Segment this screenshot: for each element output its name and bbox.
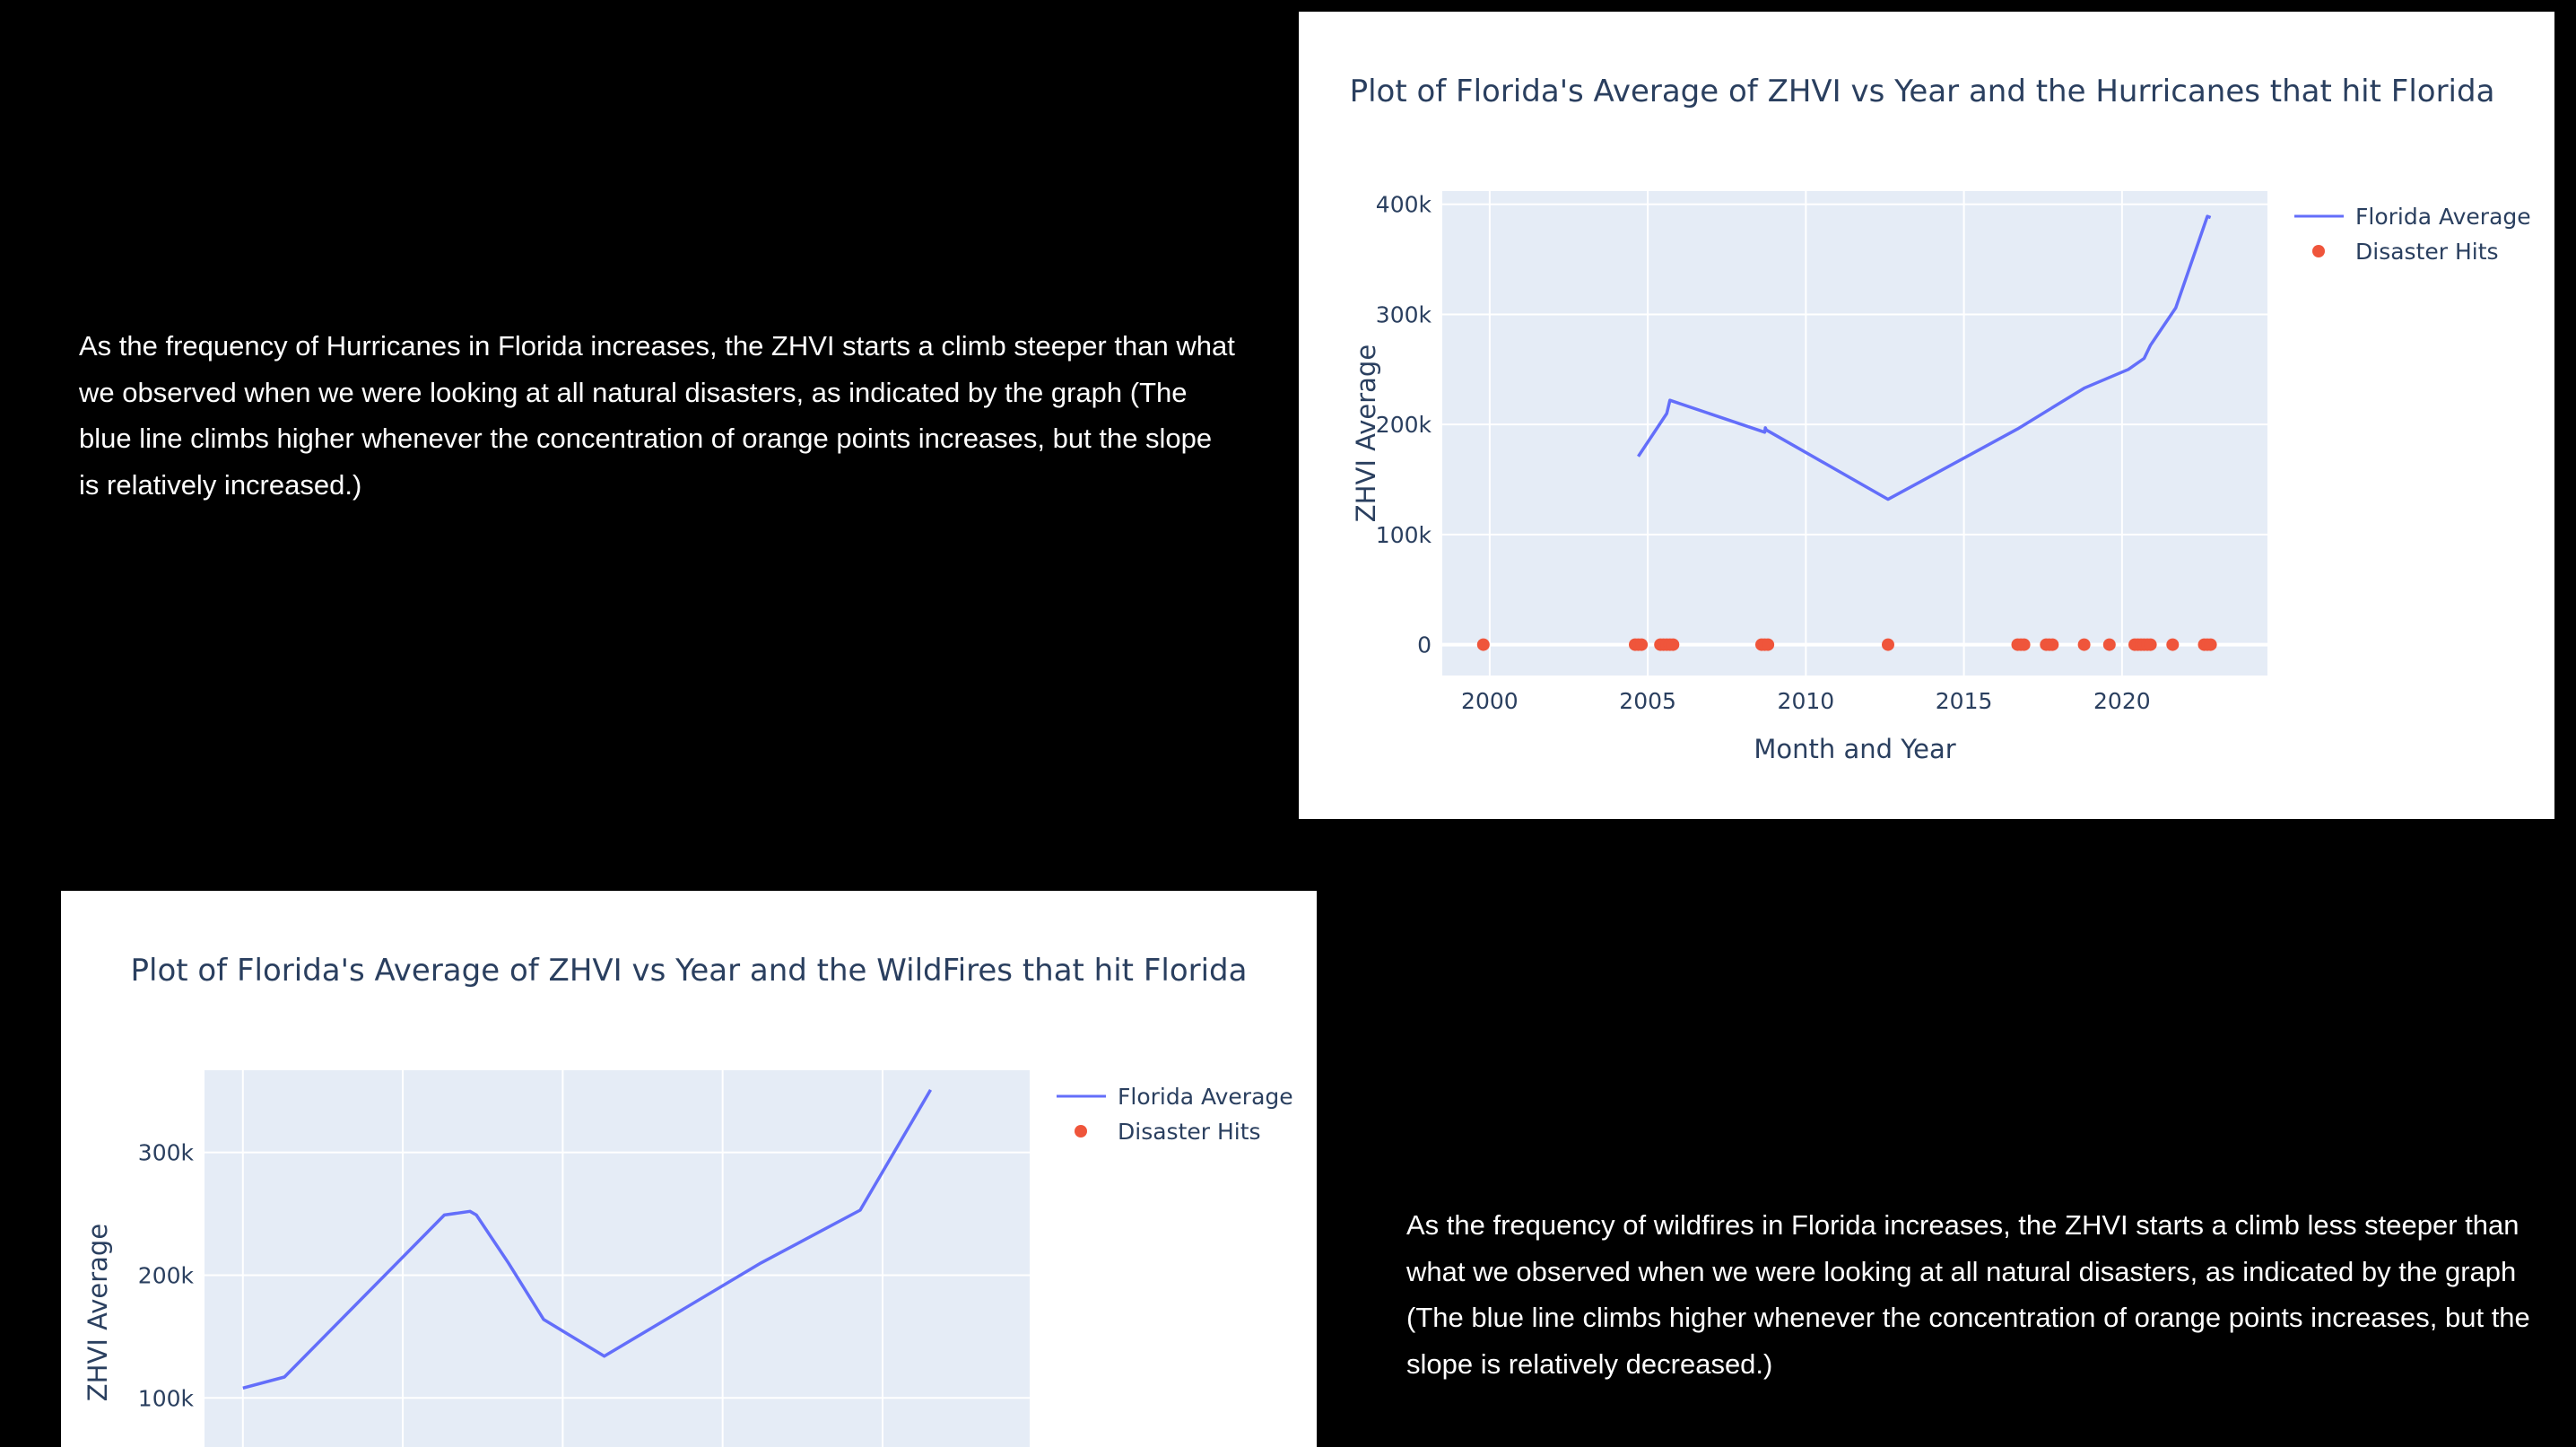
x-tick-label: 2010: [1778, 688, 1835, 714]
plot-area: [205, 1070, 1030, 1447]
legend-dot-swatch: [2312, 245, 2325, 257]
disaster-hit-point[interactable]: [1476, 638, 1490, 651]
legend-disaster-hits[interactable]: Disaster Hits: [1118, 1119, 1261, 1145]
disaster-hit-point[interactable]: [2144, 638, 2157, 651]
disaster-hit-point[interactable]: [2204, 638, 2217, 651]
x-tick-label: 2000: [1461, 688, 1519, 714]
y-tick-label: 200k: [138, 1262, 195, 1288]
wildfire-caption: As the frequency of wildfires in Florida…: [1406, 1209, 2530, 1380]
disaster-hit-point[interactable]: [1882, 638, 1894, 651]
x-tick-labels: 2000 2005 2010 2015 2020: [1461, 688, 2151, 714]
wildfire-chart: Plot of Florida's Average of ZHVI vs Yea…: [83, 953, 1293, 1447]
y-tick-label: 200k: [1376, 412, 1432, 438]
legend-florida-average[interactable]: Florida Average: [1118, 1084, 1293, 1110]
legend-dot-swatch: [1075, 1125, 1087, 1138]
florida-average-series: [242, 1089, 933, 1390]
x-tick-label: 2020: [2093, 688, 2151, 714]
hurricane-chart: Plot of Florida's Average of ZHVI vs Yea…: [1350, 74, 2531, 764]
x-gridlines: [1488, 191, 2123, 676]
legend[interactable]: Florida Average Disaster Hits: [1057, 1084, 1293, 1145]
florida-average-line[interactable]: [242, 1089, 933, 1390]
disaster-hit-point[interactable]: [1635, 638, 1649, 651]
legend[interactable]: Florida Average Disaster Hits: [2294, 204, 2531, 265]
x-tick-label: 2015: [1936, 688, 1993, 714]
disaster-hit-point[interactable]: [1667, 638, 1680, 651]
y-tick-label: 0: [1417, 632, 1432, 658]
chart-title: Plot of Florida's Average of ZHVI vs Yea…: [131, 953, 1248, 989]
y-tick-labels: 0 100k 200k 300k 400k: [1376, 192, 1432, 658]
disaster-hits-series: [1476, 638, 2217, 651]
florida-average-line[interactable]: [1637, 214, 2212, 501]
y-tick-label: 300k: [1376, 301, 1432, 327]
legend-florida-average[interactable]: Florida Average: [2355, 204, 2531, 230]
plot-area: [1442, 191, 2267, 676]
disaster-hit-point[interactable]: [2166, 638, 2180, 651]
disaster-hit-point[interactable]: [2102, 638, 2116, 651]
y-tick-label: 400k: [1376, 192, 1432, 218]
y-tick-label: 100k: [1376, 522, 1432, 548]
disaster-hit-point[interactable]: [2046, 638, 2059, 651]
disaster-hit-point[interactable]: [2077, 638, 2091, 651]
florida-average-series: [1637, 214, 2212, 501]
y-axis-label: ZHVI Average: [83, 1224, 113, 1401]
y-tick-label: 100k: [138, 1385, 195, 1411]
x-axis-label: Month and Year: [1754, 734, 1955, 764]
x-tick-label: 2005: [1619, 688, 1676, 714]
y-tick-label: 300k: [138, 1140, 195, 1166]
hurricane-chart-panel: Plot of Florida's Average of ZHVI vs Yea…: [1299, 12, 2554, 819]
wildfire-chart-panel: Plot of Florida's Average of ZHVI vs Yea…: [61, 891, 1317, 1447]
y-axis-label: ZHVI Average: [1351, 344, 1381, 522]
disaster-hit-point[interactable]: [1762, 638, 1775, 651]
legend-disaster-hits[interactable]: Disaster Hits: [2355, 239, 2499, 265]
y-tick-labels: 100k 200k 300k: [138, 1140, 195, 1412]
hurricane-caption: As the frequency of Hurricanes in Florid…: [79, 330, 1235, 501]
disaster-hit-point[interactable]: [2017, 638, 2031, 651]
chart-title: Plot of Florida's Average of ZHVI vs Yea…: [1350, 74, 2495, 109]
